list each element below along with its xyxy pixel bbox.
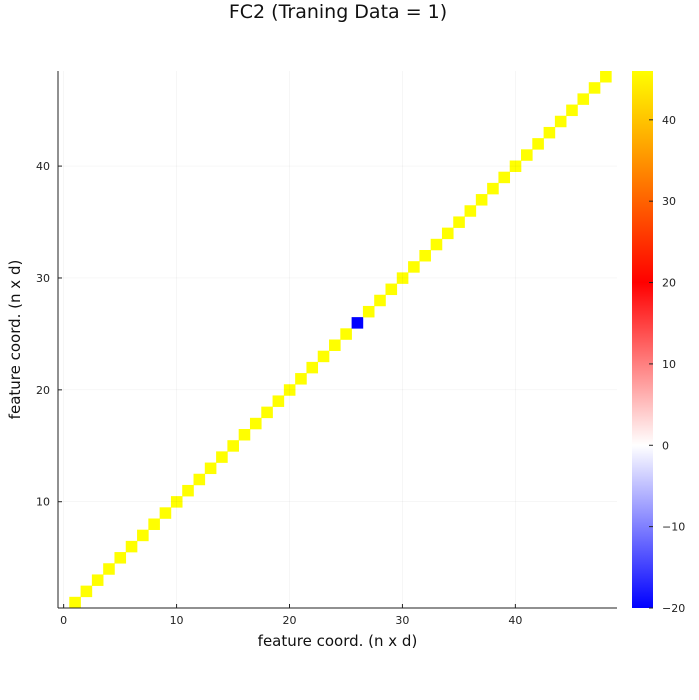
x-axis-ticks: 0 10 20 30 40 <box>60 604 522 627</box>
colorbar-tick-label: 30 <box>662 195 676 208</box>
heatmap-cell <box>408 261 420 273</box>
heatmap-cell <box>182 484 194 497</box>
x-axis-label: feature coord. (n x d) <box>258 632 418 650</box>
heatmap-cell <box>69 596 81 609</box>
heatmap-cell <box>148 518 160 530</box>
colorbar-tick-label: 40 <box>662 114 676 127</box>
heatmap-cell <box>272 395 285 407</box>
heatmap-cell <box>329 339 341 351</box>
heatmap-cell <box>249 417 262 430</box>
colorbar-gradient <box>632 71 653 608</box>
heatmap-cell <box>125 540 138 553</box>
heatmap-cell <box>137 529 149 542</box>
heatmap-cell <box>566 104 578 117</box>
x-tick-label: 20 <box>283 614 297 627</box>
colorbar-tick-label: 20 <box>662 277 676 290</box>
heatmap-cell <box>600 71 612 83</box>
heatmap-cell <box>80 585 93 598</box>
heatmap-cell <box>588 82 601 94</box>
heatmap-cell <box>114 552 127 564</box>
heatmap-cells <box>69 71 612 609</box>
colorbar: −20 −10 0 10 20 30 40 <box>632 71 685 615</box>
y-tick-label: 40 <box>36 160 50 173</box>
heatmap-cell <box>295 373 307 385</box>
heatmap-cell <box>283 384 296 396</box>
gridlines <box>58 71 617 608</box>
heatmap-cell <box>554 115 567 128</box>
colorbar-tick-label: −20 <box>662 602 685 615</box>
heatmap-cell <box>487 182 499 195</box>
heatmap-cell <box>317 350 330 363</box>
heatmap-cell <box>521 149 533 161</box>
y-axis-label: feature coord. (n x d) <box>6 260 24 420</box>
heatmap-cell <box>475 194 488 206</box>
x-tick-label: 10 <box>170 614 184 627</box>
colorbar-ticks: −20 −10 0 10 20 30 40 <box>649 114 685 615</box>
heatmap-cell <box>362 305 375 318</box>
heatmap-cell <box>238 429 251 441</box>
heatmap-cell <box>498 171 511 184</box>
heatmap-cell <box>453 216 465 228</box>
heatmap-cell <box>509 160 522 172</box>
heatmap-cell <box>227 440 239 452</box>
heatmap-cell <box>577 93 590 105</box>
heatmap-cell <box>351 317 364 329</box>
heatmap-cell <box>159 507 172 519</box>
heatmap-cell <box>103 563 115 575</box>
heatmap-cell <box>419 250 431 262</box>
heatmap-cell <box>532 138 544 150</box>
heatmap-cell <box>464 205 477 217</box>
y-tick-label: 20 <box>36 384 50 397</box>
y-tick-label: 30 <box>36 272 50 285</box>
heatmap-cell <box>204 462 217 475</box>
axes <box>57 71 617 609</box>
y-axis-ticks: 10 20 30 40 <box>36 160 62 509</box>
x-tick-label: 30 <box>395 614 409 627</box>
heatmap-cell <box>430 238 443 251</box>
heatmap-cell <box>396 272 409 284</box>
heatmap-cell <box>385 283 398 296</box>
heatmap-cell <box>441 227 454 240</box>
colorbar-tick-label: 10 <box>662 358 676 371</box>
heatmap-cell <box>91 574 104 586</box>
heatmap-cell <box>374 294 386 307</box>
heatmap-cell <box>543 126 556 139</box>
heatmap-cell <box>340 328 352 340</box>
x-tick-label: 40 <box>508 614 522 627</box>
colorbar-tick-label: 0 <box>662 439 669 452</box>
colorbar-tick-label: −10 <box>662 521 685 534</box>
plot-area: 0 10 20 30 40 10 20 30 40 <box>36 71 617 627</box>
heatmap-cell <box>170 496 183 508</box>
heatmap-cell <box>261 406 273 419</box>
chart-title: FC2 (Traning Data = 1) <box>229 1 447 23</box>
x-tick-label: 0 <box>60 614 67 627</box>
heatmap-cell <box>216 451 228 463</box>
heatmap-cell <box>306 361 319 374</box>
y-tick-label: 10 <box>36 496 50 509</box>
heatmap-cell <box>193 473 206 486</box>
